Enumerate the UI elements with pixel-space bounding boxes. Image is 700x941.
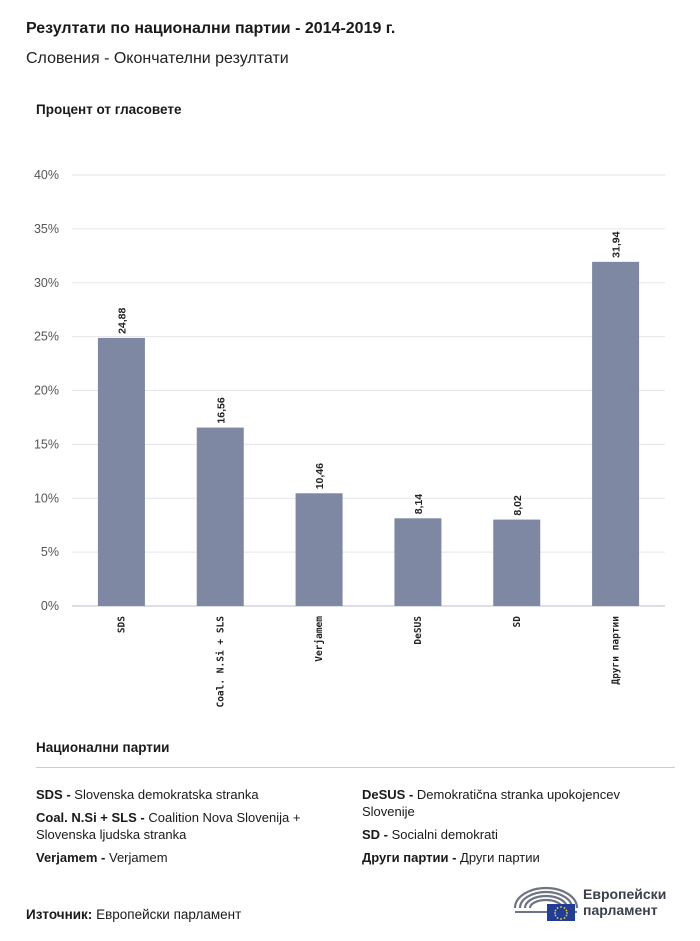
legend-abbr: SDS - bbox=[36, 787, 71, 802]
legend-name: Socialni demokrati bbox=[391, 827, 498, 842]
legend-item-desus: DeSUS - Demokratična stranka upokojencev… bbox=[362, 786, 662, 820]
x-tick-label: Други партии bbox=[611, 616, 622, 685]
chart-title: Резултати по национални партии - 2014-20… bbox=[26, 20, 396, 37]
x-tick-label: Verjamem bbox=[314, 616, 325, 662]
y-tick-label: 10% bbox=[34, 491, 59, 505]
legend-item-sd: SD - Socialni demokrati bbox=[362, 826, 662, 843]
y-tick-label: 0% bbox=[41, 599, 59, 613]
x-tick-label: SDS bbox=[116, 616, 127, 633]
logo-line-1: Европейски bbox=[583, 886, 667, 902]
data-label: 16,56 bbox=[215, 397, 227, 423]
y-tick-label: 20% bbox=[34, 384, 59, 398]
x-tick-label: Coal. N.Si + SLS bbox=[215, 616, 226, 708]
legend-divider bbox=[36, 767, 675, 768]
bar-chart: 0% 5% 10% 15% 20% 25% 30% 35% 40% 24,88 SDS 16,56 Co… bbox=[34, 168, 665, 708]
legend-abbr: Други партии - bbox=[362, 850, 457, 865]
legend-column-left: SDS - Slovenska demokratska stranka Coal… bbox=[36, 786, 336, 872]
y-tick-label: 40% bbox=[34, 168, 59, 182]
bar bbox=[97, 337, 145, 606]
legend-abbr: Coal. N.Si + SLS - bbox=[36, 810, 145, 825]
legend-column-right: DeSUS - Demokratična stranka upokojencev… bbox=[362, 786, 662, 872]
legend-item-sds: SDS - Slovenska demokratska stranka bbox=[36, 786, 336, 803]
bar bbox=[394, 518, 442, 606]
legend-item-others: Други партии - Други партии bbox=[362, 849, 662, 866]
data-label: 24,88 bbox=[116, 307, 128, 333]
data-label: 8,14 bbox=[413, 494, 425, 515]
legend-abbr: DeSUS - bbox=[362, 787, 414, 802]
legend-name: Demokratična stranka upokojencev Sloveni… bbox=[362, 787, 620, 819]
chart-subtitle: Словения - Окончателни резултати bbox=[26, 50, 289, 67]
bar bbox=[592, 261, 640, 606]
legend-item-coal: Coal. N.Si + SLS - Coalition Nova Sloven… bbox=[36, 809, 336, 843]
x-tick-label: SD bbox=[512, 616, 523, 628]
legend-item-verjamem: Verjamem - Verjamem bbox=[36, 849, 336, 866]
logo-line-2: парламент bbox=[583, 902, 658, 918]
source-value: Европейски парламент bbox=[96, 907, 242, 922]
source-note: Източник: Европейски парламент bbox=[26, 907, 241, 922]
y-tick-label: 25% bbox=[34, 330, 59, 344]
data-label: 10,46 bbox=[314, 463, 326, 489]
legend-name: Verjamem bbox=[109, 850, 168, 865]
bar bbox=[295, 493, 343, 606]
european-parliament-logo: Европейски парламент bbox=[513, 882, 683, 922]
y-axis-label: Процент от гласовете bbox=[36, 102, 182, 117]
legend-abbr: Verjamem - bbox=[36, 850, 106, 865]
y-tick-label: 5% bbox=[41, 545, 59, 559]
bar bbox=[196, 427, 244, 606]
y-tick-label: 35% bbox=[34, 222, 59, 236]
legend-name: Други партии bbox=[460, 850, 540, 865]
y-tick-label: 30% bbox=[34, 276, 59, 290]
legend-name: Coalition Nova Slovenija + Slovenska lju… bbox=[36, 810, 301, 842]
logo-text: Европейски парламент bbox=[583, 886, 666, 918]
x-tick-label: DeSUS bbox=[413, 616, 424, 645]
legend-name: Slovenska demokratska stranka bbox=[74, 787, 259, 802]
legend-abbr: SD - bbox=[362, 827, 388, 842]
data-label: 8,02 bbox=[512, 495, 524, 516]
source-label: Източник: bbox=[26, 907, 93, 922]
parliament-emblem-icon bbox=[513, 886, 579, 921]
data-label: 31,94 bbox=[611, 231, 623, 257]
bar bbox=[493, 519, 541, 606]
legend-title: Национални партии bbox=[36, 740, 170, 755]
y-tick-label: 15% bbox=[34, 437, 59, 451]
